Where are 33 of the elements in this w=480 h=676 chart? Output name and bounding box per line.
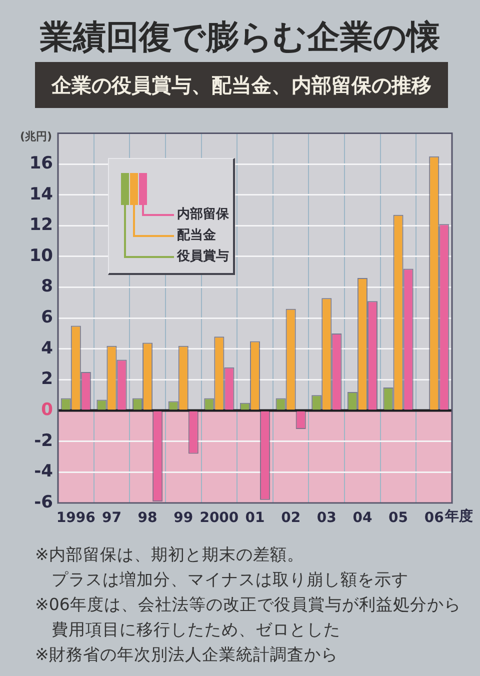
legend-label: 内部留保 [177,207,229,224]
x-tick-label: 02 [281,510,301,526]
text: ※内部留保は、期初と期末の差額。プラスは増加分、マイナスは取り崩し額を示す [35,544,410,591]
y-tick-label: 14 [29,184,54,204]
legend-label: 役員賞与 [177,249,229,266]
x-tick-label: 2000 [200,510,239,526]
y-tick-label: 10 [29,246,54,266]
y-tick-label: 8 [41,276,53,297]
text: ※財務省の年次別法人企業統計調査から [35,644,339,666]
x-tick-label: 1996 [56,510,96,526]
chart-subtitle: 企業の役員賞与、配当金、内部留保の推移 [35,62,448,108]
y-tick-label: 0 [41,400,54,420]
chart-title: 業績回復で膨らむ企業の懐 [39,16,441,58]
x-tick-label: 98 [138,510,158,526]
text: ※06年度は、会社法等の改正で役員賞与が利益処分から費用項目に移行したため、ゼロとした [35,594,462,641]
x-tick-label: 04 [352,510,372,526]
y-axis-title: (兆円) [20,129,52,144]
y-tick-label: -4 [34,462,54,482]
y-tick-label: -6 [34,492,53,512]
x-tick-label: 03 [316,510,336,526]
x-tick-label: 99 [174,510,194,526]
y-tick-label: 2 [41,369,53,390]
x-tick-label: 06 [424,510,444,526]
x-tick-label: 05 [388,510,408,526]
x-tick-label: 97 [102,510,122,526]
y-tick-label: 16 [29,153,53,174]
y-tick-label: 12 [29,215,53,236]
y-tick-label: 4 [41,338,54,358]
x-axis-title: 年度 [444,508,473,525]
y-tick-label: -2 [34,430,53,451]
legend-label: 配当金 [177,228,216,244]
y-tick-label: 6 [41,308,53,328]
x-tick-label: 01 [245,510,265,526]
